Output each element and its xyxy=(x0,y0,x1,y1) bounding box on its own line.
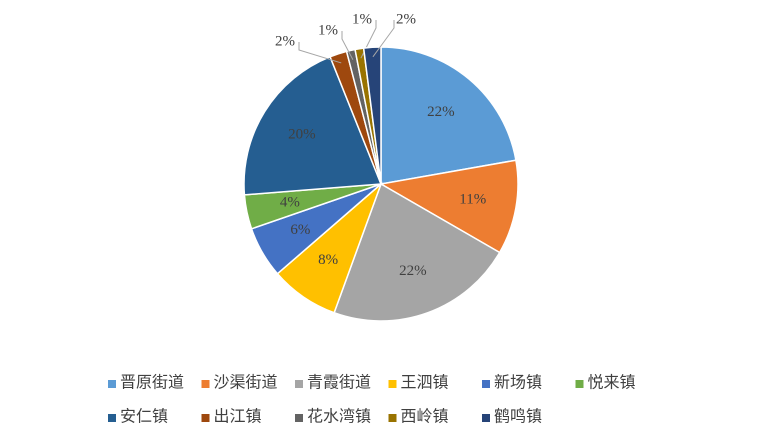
data-label: 22% xyxy=(399,263,427,279)
legend-swatch xyxy=(482,380,490,388)
data-label: 11% xyxy=(459,192,486,208)
leader-line xyxy=(372,20,395,58)
legend-swatch xyxy=(388,414,397,422)
legend-swatch xyxy=(108,380,116,388)
legend-swatch xyxy=(108,414,116,422)
data-label: 8% xyxy=(318,252,338,268)
legend-swatch xyxy=(295,380,303,388)
legend-label: 西岭镇 xyxy=(401,408,449,426)
pie-slice xyxy=(380,46,517,185)
legend-label: 青霞街道 xyxy=(307,374,371,392)
data-label: 1% xyxy=(352,11,372,27)
data-label: 6% xyxy=(290,222,310,238)
leader-line xyxy=(341,31,354,60)
pie-slice xyxy=(333,182,501,322)
legend-swatch xyxy=(575,380,584,388)
legend-swatch xyxy=(201,414,210,422)
legend-swatch xyxy=(201,380,210,388)
legend-swatch xyxy=(388,380,397,388)
legend-label: 安仁镇 xyxy=(120,408,168,426)
pie-slice xyxy=(378,159,519,254)
legend-swatch xyxy=(295,414,303,422)
legend-label: 悦来镇 xyxy=(588,374,636,392)
data-label: 22% xyxy=(427,104,455,120)
legend-label: 晋原街道 xyxy=(120,374,184,392)
leader-line xyxy=(298,42,342,64)
legend-label: 出江镇 xyxy=(214,408,262,426)
data-label: 20% xyxy=(288,126,316,142)
data-label: 1% xyxy=(318,22,338,38)
pie-slice xyxy=(362,46,382,185)
pie-slice xyxy=(243,55,383,196)
data-label: 4% xyxy=(280,195,300,211)
legend-label: 沙渠街道 xyxy=(214,374,278,392)
legend-label: 鹤鸣镇 xyxy=(494,408,542,426)
legend-swatch xyxy=(482,414,490,422)
legend-label: 王泗镇 xyxy=(401,374,449,392)
legend-label: 花水湾镇 xyxy=(307,408,371,426)
data-label: 2% xyxy=(396,11,416,27)
data-label: 2% xyxy=(275,33,295,49)
legend-label: 新场镇 xyxy=(494,374,542,392)
